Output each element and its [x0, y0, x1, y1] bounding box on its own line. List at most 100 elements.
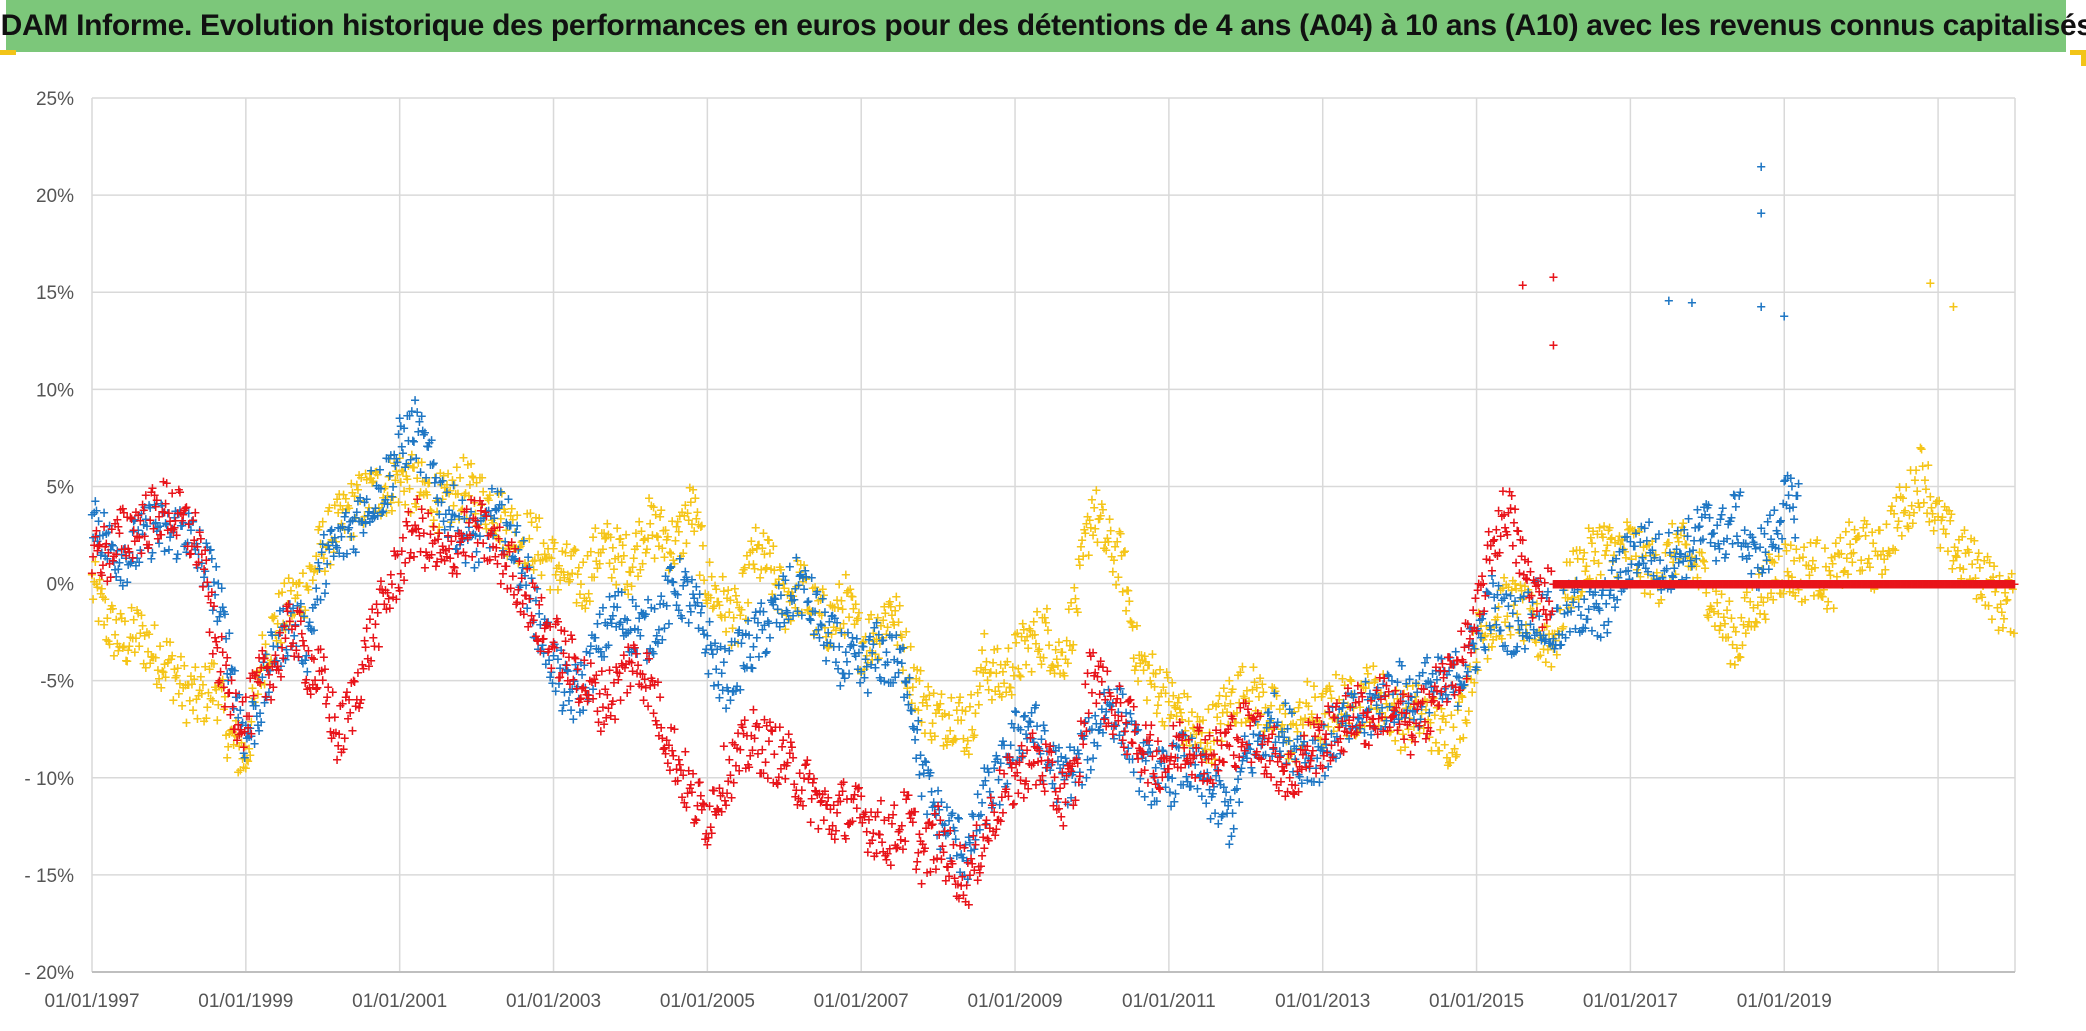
data-point: +: [680, 499, 691, 514]
data-point: +: [190, 506, 201, 521]
data-point: +: [413, 456, 424, 471]
data-point: +: [915, 664, 926, 679]
data-point: +: [1034, 643, 1045, 658]
data-point: +: [918, 690, 929, 705]
data-point: +: [949, 732, 960, 747]
data-point: +: [579, 592, 590, 607]
data-point: +: [687, 517, 698, 532]
data-point: +: [1058, 667, 1069, 682]
data-point: +: [526, 516, 537, 531]
data-point: +: [871, 632, 882, 647]
data-point: +: [910, 702, 921, 717]
data-point: +: [493, 487, 504, 502]
data-point: +: [646, 499, 657, 514]
data-point: +: [904, 671, 915, 686]
data-point: +: [1045, 664, 1056, 679]
data-point: +: [961, 741, 972, 756]
data-point: +: [266, 654, 277, 669]
data-point: +: [1133, 674, 1144, 689]
data-point: +: [201, 711, 212, 726]
data-point: +: [321, 577, 332, 592]
data-point: +: [560, 546, 571, 561]
data-point: +: [281, 619, 292, 634]
data-point: +: [568, 545, 579, 560]
data-point: +: [1092, 536, 1103, 551]
data-point: +: [1355, 700, 1366, 715]
data-point: +: [421, 486, 432, 501]
data-point: +: [1032, 605, 1043, 620]
data-point: +: [955, 690, 966, 705]
data-point: +: [1113, 571, 1124, 586]
data-point: +: [647, 529, 658, 544]
data-point: +: [1248, 660, 1259, 675]
data-point: +: [856, 667, 867, 682]
data-point: +: [424, 476, 435, 491]
data-point: +: [833, 601, 844, 616]
data-point: +: [227, 725, 238, 740]
data-point: +: [974, 679, 985, 694]
data-point: +: [1343, 699, 1354, 714]
data-point: +: [1002, 655, 1013, 670]
data-point: +: [241, 753, 252, 768]
data-point: +: [796, 606, 807, 621]
data-point: +: [801, 573, 812, 588]
data-point: +: [781, 608, 792, 623]
data-point: +: [1238, 690, 1249, 705]
data-point: +: [1033, 644, 1044, 659]
data-point: +: [889, 618, 900, 633]
data-point: +: [1410, 735, 1421, 750]
data-point: +: [449, 478, 460, 493]
data-point: +: [489, 528, 500, 543]
corner-mark-top-left: [0, 50, 16, 55]
corner-mark-right-vertical: [2081, 50, 2086, 66]
y-tick-label: -5%: [40, 672, 74, 693]
data-point: +: [1319, 707, 1330, 722]
data-point: +: [696, 519, 707, 534]
data-point: +: [1090, 522, 1101, 537]
data-point: +: [90, 555, 101, 570]
data-point: +: [785, 614, 796, 629]
data-point: +: [894, 599, 905, 614]
data-point: +: [376, 508, 387, 523]
data-point: +: [447, 473, 458, 488]
data-point: +: [1228, 822, 1239, 837]
data-point: +: [791, 580, 802, 595]
data-point: +: [325, 558, 336, 573]
data-point: +: [945, 724, 956, 739]
data-point: +: [178, 681, 189, 696]
data-point: +: [92, 581, 103, 596]
data-point: +: [644, 652, 655, 667]
data-point: +: [135, 627, 146, 642]
data-point: +: [1269, 721, 1280, 736]
data-point: +: [804, 603, 815, 618]
data-point: +: [1216, 735, 1227, 750]
data-point: +: [823, 641, 834, 656]
data-point: +: [129, 645, 140, 660]
data-point: +: [1063, 602, 1074, 617]
data-point: +: [171, 529, 182, 544]
data-point: +: [1494, 546, 1505, 561]
data-point: +: [495, 512, 506, 527]
data-point: +: [1150, 667, 1161, 682]
data-point: +: [432, 505, 443, 520]
data-point: +: [170, 671, 181, 686]
data-point: +: [115, 607, 126, 622]
data-point: +: [1025, 624, 1036, 639]
data-point: +: [636, 524, 647, 539]
data-point: +: [523, 558, 534, 573]
data-point: +: [689, 524, 700, 539]
data-point: +: [445, 484, 456, 499]
data-point: +: [256, 716, 267, 731]
data-point: +: [536, 568, 547, 583]
data-point: +: [910, 805, 921, 820]
data-point: +: [1081, 517, 1092, 532]
data-point: +: [195, 670, 206, 685]
data-point: +: [549, 536, 560, 551]
data-point: +: [1130, 659, 1141, 674]
data-point: +: [456, 504, 467, 519]
data-point: +: [1360, 682, 1371, 697]
data-point: +: [637, 557, 648, 572]
data-point: +: [712, 595, 723, 610]
data-point: +: [1081, 725, 1092, 740]
